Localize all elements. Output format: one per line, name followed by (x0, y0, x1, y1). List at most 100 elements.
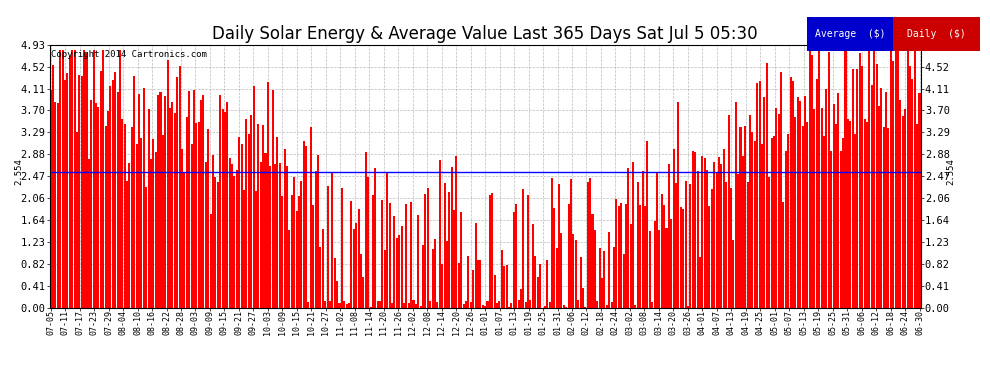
Bar (143, 88, 145, 308)
Bar (761, 144, 763, 308)
Bar (608, 232, 610, 308)
Bar (193, 90, 195, 308)
Bar (389, 203, 391, 308)
Bar (324, 301, 326, 307)
Bar (286, 166, 288, 308)
Bar (663, 205, 665, 308)
Bar (890, 50, 892, 308)
Bar (136, 144, 138, 308)
Bar (134, 76, 136, 308)
Bar (716, 172, 718, 308)
Bar (846, 119, 848, 308)
Bar (718, 157, 720, 308)
Bar (833, 104, 835, 308)
Bar (670, 219, 672, 308)
Bar (227, 102, 229, 308)
Bar (625, 204, 627, 308)
Bar (642, 171, 644, 308)
Bar (470, 302, 472, 307)
Bar (54, 102, 56, 308)
Bar (878, 106, 880, 308)
Bar (455, 156, 457, 308)
Bar (107, 111, 109, 308)
Bar (417, 215, 420, 308)
Bar (520, 289, 522, 308)
Bar (570, 179, 572, 308)
Bar (159, 92, 161, 308)
Bar (582, 288, 584, 308)
Bar (565, 307, 567, 308)
Bar (241, 144, 243, 308)
Bar (281, 196, 283, 308)
Bar (885, 92, 887, 308)
Bar (912, 79, 914, 308)
Bar (880, 88, 882, 308)
Bar (422, 245, 424, 308)
Bar (259, 162, 261, 308)
Bar (190, 144, 192, 308)
Bar (484, 306, 486, 308)
Bar (239, 137, 241, 308)
Bar (362, 277, 364, 308)
Bar (102, 50, 104, 308)
Bar (831, 151, 833, 308)
Bar (555, 248, 557, 308)
Bar (572, 234, 574, 308)
Bar (501, 250, 503, 308)
Bar (535, 256, 537, 308)
Bar (327, 186, 329, 308)
Bar (453, 210, 455, 308)
Bar (357, 209, 359, 308)
Bar (601, 278, 603, 308)
Bar (161, 135, 164, 308)
Bar (68, 56, 71, 308)
Bar (660, 194, 662, 308)
Bar (315, 171, 317, 308)
Bar (183, 173, 185, 308)
Bar (171, 102, 173, 308)
Bar (907, 50, 909, 308)
Text: 2.554: 2.554 (946, 158, 955, 185)
Bar (637, 182, 639, 308)
Bar (648, 231, 650, 308)
Bar (344, 302, 346, 307)
Bar (336, 281, 339, 308)
Bar (790, 77, 792, 308)
Bar (317, 154, 319, 308)
Bar (271, 90, 273, 308)
Bar (594, 230, 596, 308)
Bar (415, 304, 417, 307)
Bar (396, 238, 398, 308)
Bar (283, 149, 286, 308)
Bar (613, 248, 615, 308)
Bar (861, 66, 863, 308)
Bar (904, 109, 906, 308)
Bar (95, 103, 97, 308)
Bar (350, 201, 352, 308)
Bar (146, 187, 148, 308)
Bar (709, 206, 711, 308)
Bar (59, 50, 61, 308)
Bar (126, 181, 128, 308)
Bar (166, 60, 168, 308)
Bar (902, 116, 904, 308)
Bar (296, 211, 298, 308)
Bar (341, 188, 343, 308)
Bar (174, 113, 176, 308)
Bar (181, 149, 183, 308)
Bar (430, 302, 432, 307)
Bar (56, 104, 58, 308)
Bar (842, 138, 844, 308)
Bar (420, 306, 422, 308)
Bar (892, 62, 894, 308)
Bar (234, 176, 236, 308)
Bar (530, 300, 532, 307)
Bar (854, 134, 856, 308)
Bar (799, 100, 801, 308)
Bar (157, 95, 159, 308)
Bar (780, 72, 782, 308)
Bar (293, 177, 295, 308)
Bar (558, 184, 560, 308)
Bar (205, 162, 207, 308)
Bar (322, 228, 324, 308)
